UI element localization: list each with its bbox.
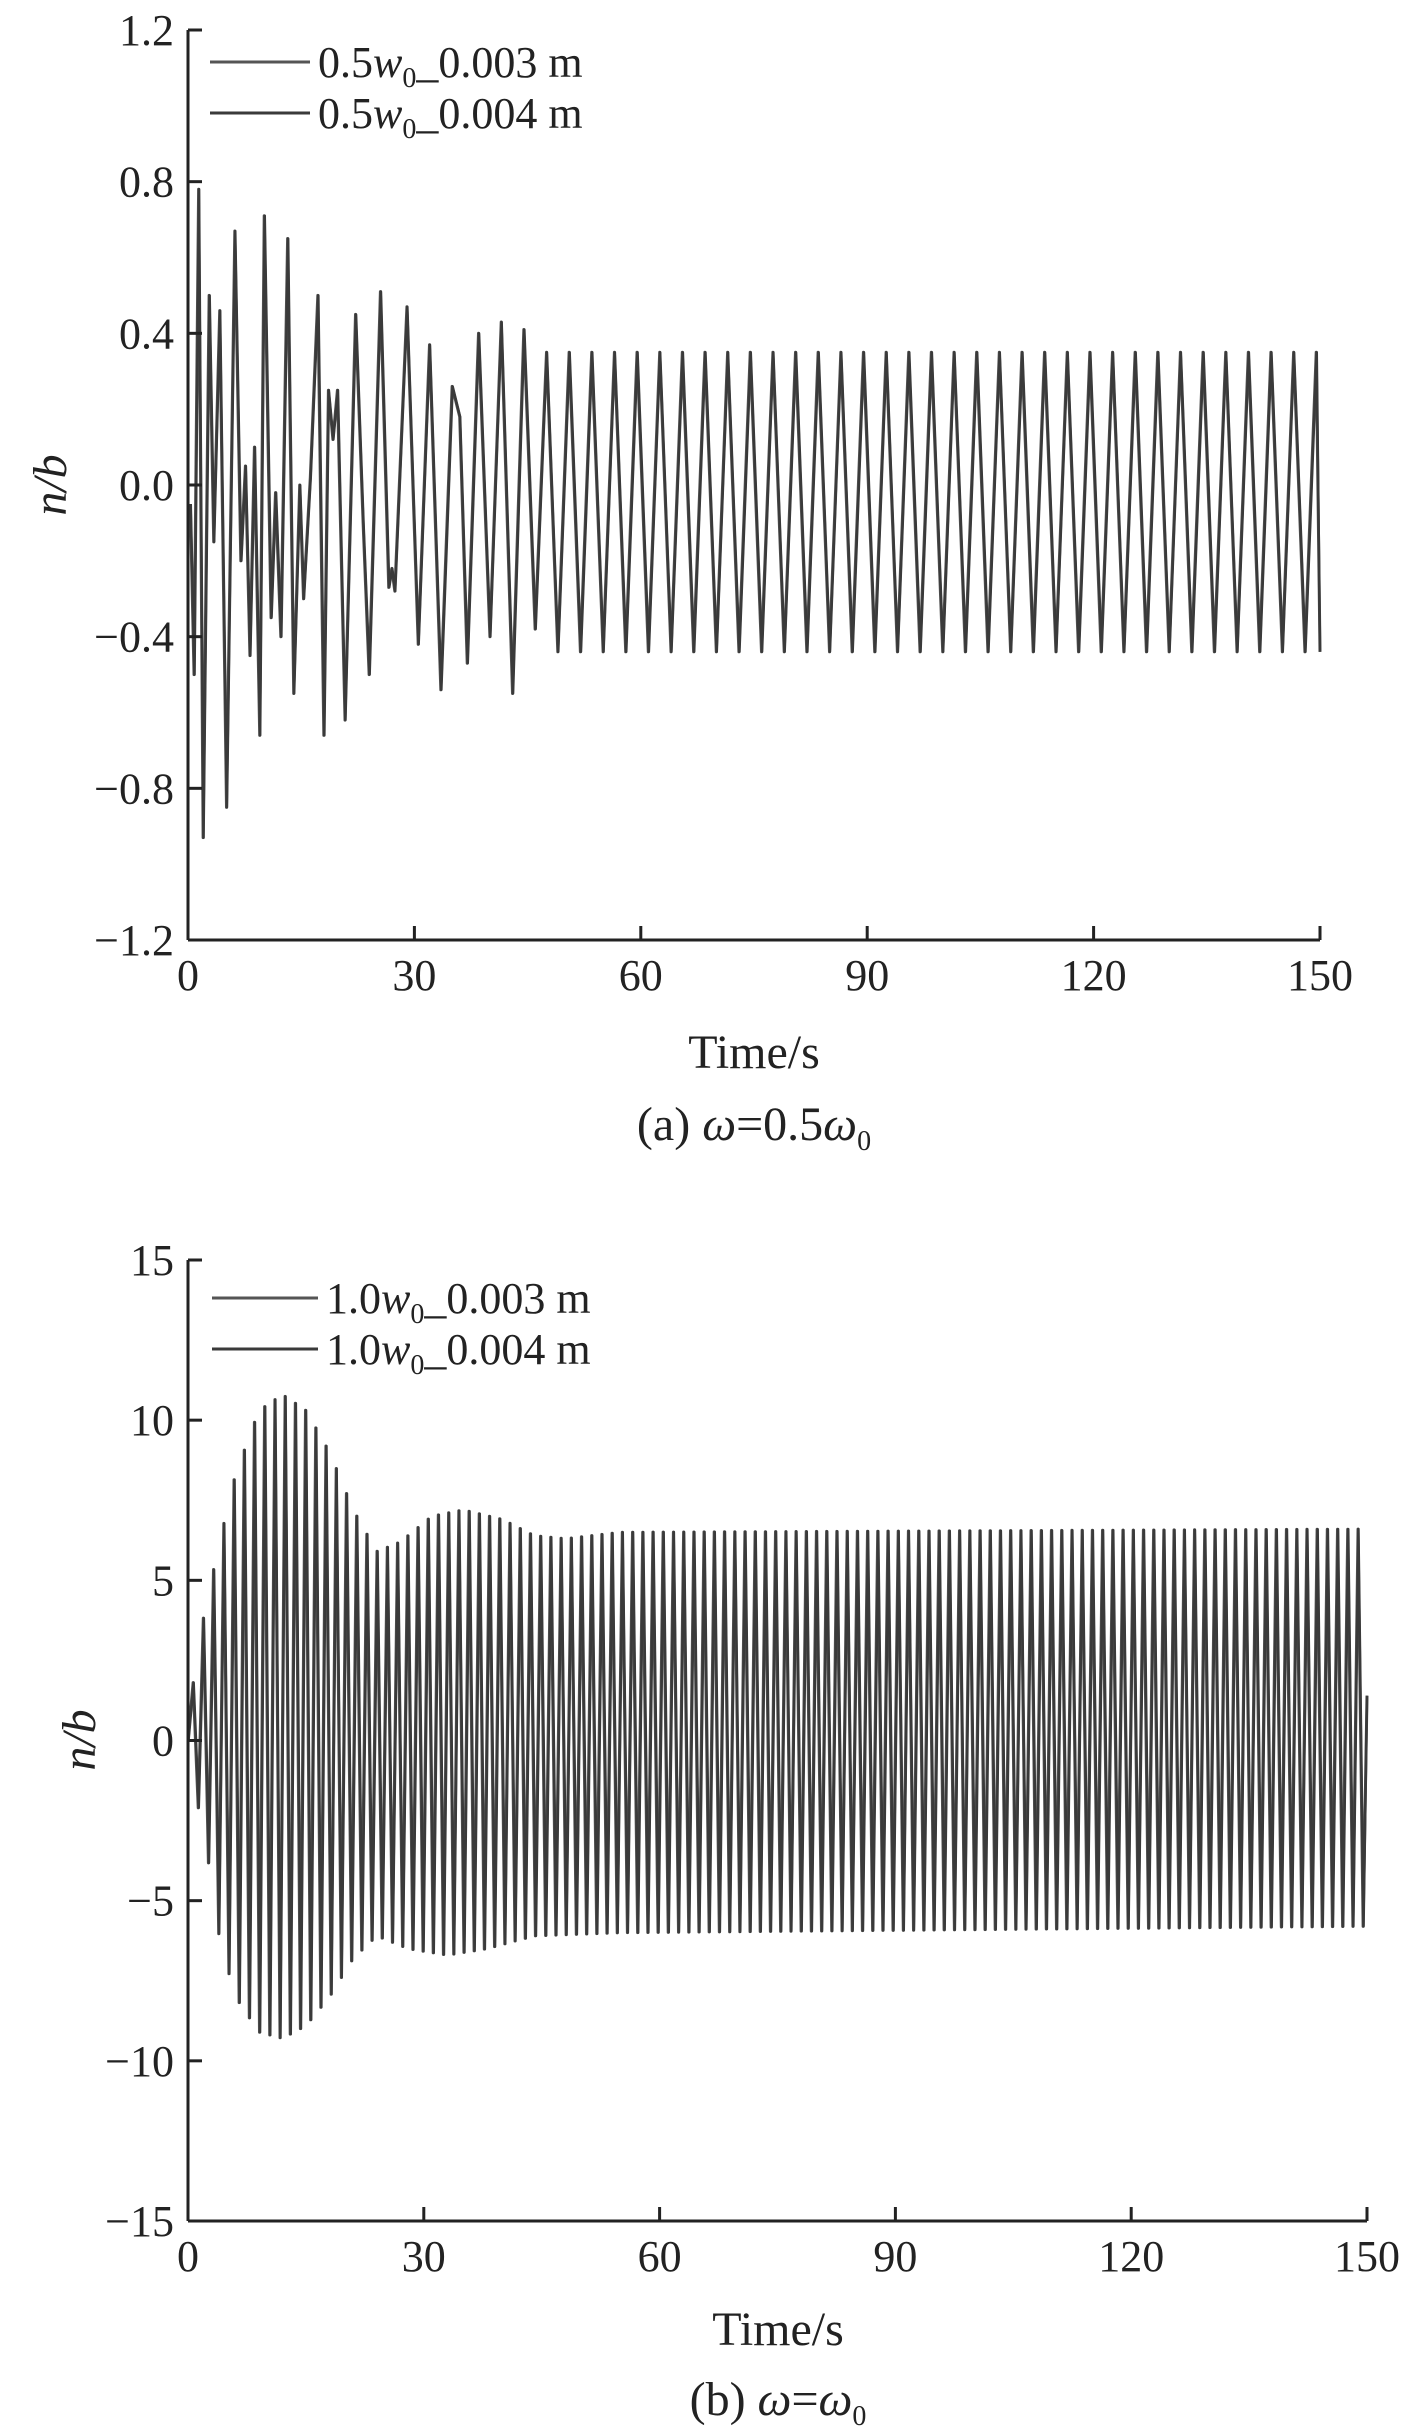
- y-tick-label: 10: [130, 1396, 174, 1445]
- y-tick-label: −0.8: [94, 764, 174, 813]
- x-tick-label: 60: [619, 951, 663, 1000]
- series-line-b-2: [187, 1395, 1369, 2040]
- x-tick-label: 90: [845, 951, 889, 1000]
- legend-label-a-1: 0.5w0_0.003 m: [318, 38, 583, 94]
- x-tick-label: 90: [873, 2232, 917, 2281]
- x-axis-title-a: Time/s: [688, 1026, 820, 1079]
- legend-label-b-1: 1.0w0_0.003 m: [326, 1274, 591, 1330]
- y-ticks-a: −1.2 −0.8 −0.4 0.0 0.4 0.8 1.2: [94, 6, 202, 965]
- legend-label-b-2: 1.0w0_0.004 m: [326, 1325, 591, 1381]
- y-tick-label: 0: [152, 1717, 174, 1766]
- chart-panel-b: −15 −10 −5 0 5 10 15 0 30 60 90 120 150 1.0w0_0.003…: [53, 1236, 1400, 2432]
- x-ticks-a: 0 30 60 90 120 150: [177, 926, 1353, 1000]
- x-axis-title-b: Time/s: [712, 2303, 844, 2356]
- legend-a: 0.5w0_0.003 m 0.5w0_0.004 m: [210, 38, 583, 145]
- y-tick-label: 0.0: [119, 461, 174, 510]
- x-tick-label: 0: [177, 951, 199, 1000]
- y-axis-title-a: n/b: [24, 454, 77, 515]
- x-tick-label: 30: [392, 951, 436, 1000]
- series-line-a-2: [189, 187, 1322, 839]
- plot-area-a: [188, 187, 1322, 840]
- plot-area-b: [186, 1394, 1369, 2040]
- y-tick-label: −10: [105, 2037, 174, 2086]
- chart-panel-a: −1.2 −0.8 −0.4 0.0 0.4 0.8 1.2 0 30 60 90 120 150 0…: [24, 6, 1353, 1157]
- caption-b: (b) ω=ω0: [690, 2373, 867, 2432]
- y-tick-label: −1.2: [94, 916, 174, 965]
- x-tick-label: 30: [402, 2232, 446, 2281]
- legend-b: 1.0w0_0.003 m 1.0w0_0.004 m: [212, 1274, 591, 1381]
- x-tick-label: 150: [1287, 951, 1353, 1000]
- y-tick-label: −15: [105, 2197, 174, 2246]
- y-tick-label: −0.4: [94, 613, 174, 662]
- x-tick-label: 150: [1334, 2232, 1400, 2281]
- y-axis-title-b: n/b: [53, 1709, 106, 1770]
- legend-label-a-2: 0.5w0_0.004 m: [318, 89, 583, 145]
- x-tick-label: 60: [638, 2232, 682, 2281]
- y-tick-label: 15: [130, 1236, 174, 1285]
- series-line-a-1: [188, 187, 1322, 840]
- y-tick-label: 5: [152, 1556, 174, 1605]
- caption-a: (a) ω=0.5ω0: [637, 1098, 871, 1157]
- y-tick-label: 0.8: [119, 158, 174, 207]
- x-tick-label: 120: [1098, 2232, 1164, 2281]
- y-tick-label: −5: [127, 1877, 174, 1926]
- y-ticks-b: −15 −10 −5 0 5 10 15: [105, 1236, 202, 2246]
- x-ticks-b: 0 30 60 90 120 150: [177, 2207, 1400, 2281]
- x-tick-label: 0: [177, 2232, 199, 2281]
- y-tick-label: 1.2: [119, 6, 174, 55]
- x-tick-label: 120: [1061, 951, 1127, 1000]
- y-tick-label: 0.4: [119, 309, 174, 358]
